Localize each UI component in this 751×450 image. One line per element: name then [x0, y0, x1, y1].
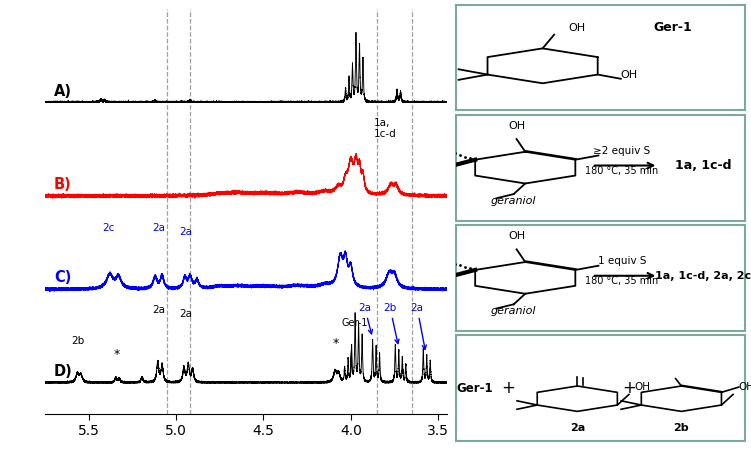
Text: geraniol: geraniol	[491, 306, 536, 316]
Text: D): D)	[54, 364, 73, 379]
Text: 2b: 2b	[71, 336, 84, 346]
Text: OH: OH	[739, 382, 751, 392]
Text: 2a: 2a	[179, 309, 192, 319]
Text: 1 equiv S: 1 equiv S	[598, 256, 647, 266]
Text: 180 °C, 35 min: 180 °C, 35 min	[586, 166, 659, 176]
Text: 2c: 2c	[103, 223, 115, 233]
Text: 1a,
1c-d: 1a, 1c-d	[373, 118, 397, 140]
Text: 2a: 2a	[570, 423, 585, 433]
Text: *: *	[113, 348, 120, 361]
Text: Ger-1: Ger-1	[457, 382, 493, 395]
Text: 2a: 2a	[179, 227, 192, 237]
Text: 1a, 1c-d: 1a, 1c-d	[675, 159, 731, 172]
Text: 2a: 2a	[358, 303, 372, 334]
Text: 2a: 2a	[411, 303, 427, 349]
Text: 2a: 2a	[152, 305, 165, 315]
Text: 180 °C, 35 min: 180 °C, 35 min	[586, 276, 659, 286]
Text: OH: OH	[635, 382, 650, 392]
Text: *: *	[333, 337, 339, 350]
Text: C): C)	[54, 270, 71, 285]
Text: OH: OH	[508, 231, 525, 241]
Text: OH: OH	[569, 23, 586, 33]
Text: A): A)	[54, 84, 72, 99]
Text: geraniol: geraniol	[491, 196, 536, 206]
Text: +: +	[623, 379, 636, 397]
Text: 2b: 2b	[674, 423, 689, 433]
Text: 1a, 1c-d, 2a, 2c: 1a, 1c-d, 2a, 2c	[655, 271, 751, 281]
Text: Ger-1: Ger-1	[653, 21, 692, 34]
Text: +: +	[501, 379, 515, 397]
Text: OH: OH	[621, 70, 638, 80]
Text: 2b: 2b	[384, 303, 399, 343]
Text: ≥2 equiv S: ≥2 equiv S	[593, 146, 650, 156]
Text: Ger-1: Ger-1	[342, 318, 369, 328]
Text: B): B)	[54, 177, 71, 192]
Text: 2a: 2a	[152, 223, 165, 233]
Text: OH: OH	[508, 121, 525, 130]
